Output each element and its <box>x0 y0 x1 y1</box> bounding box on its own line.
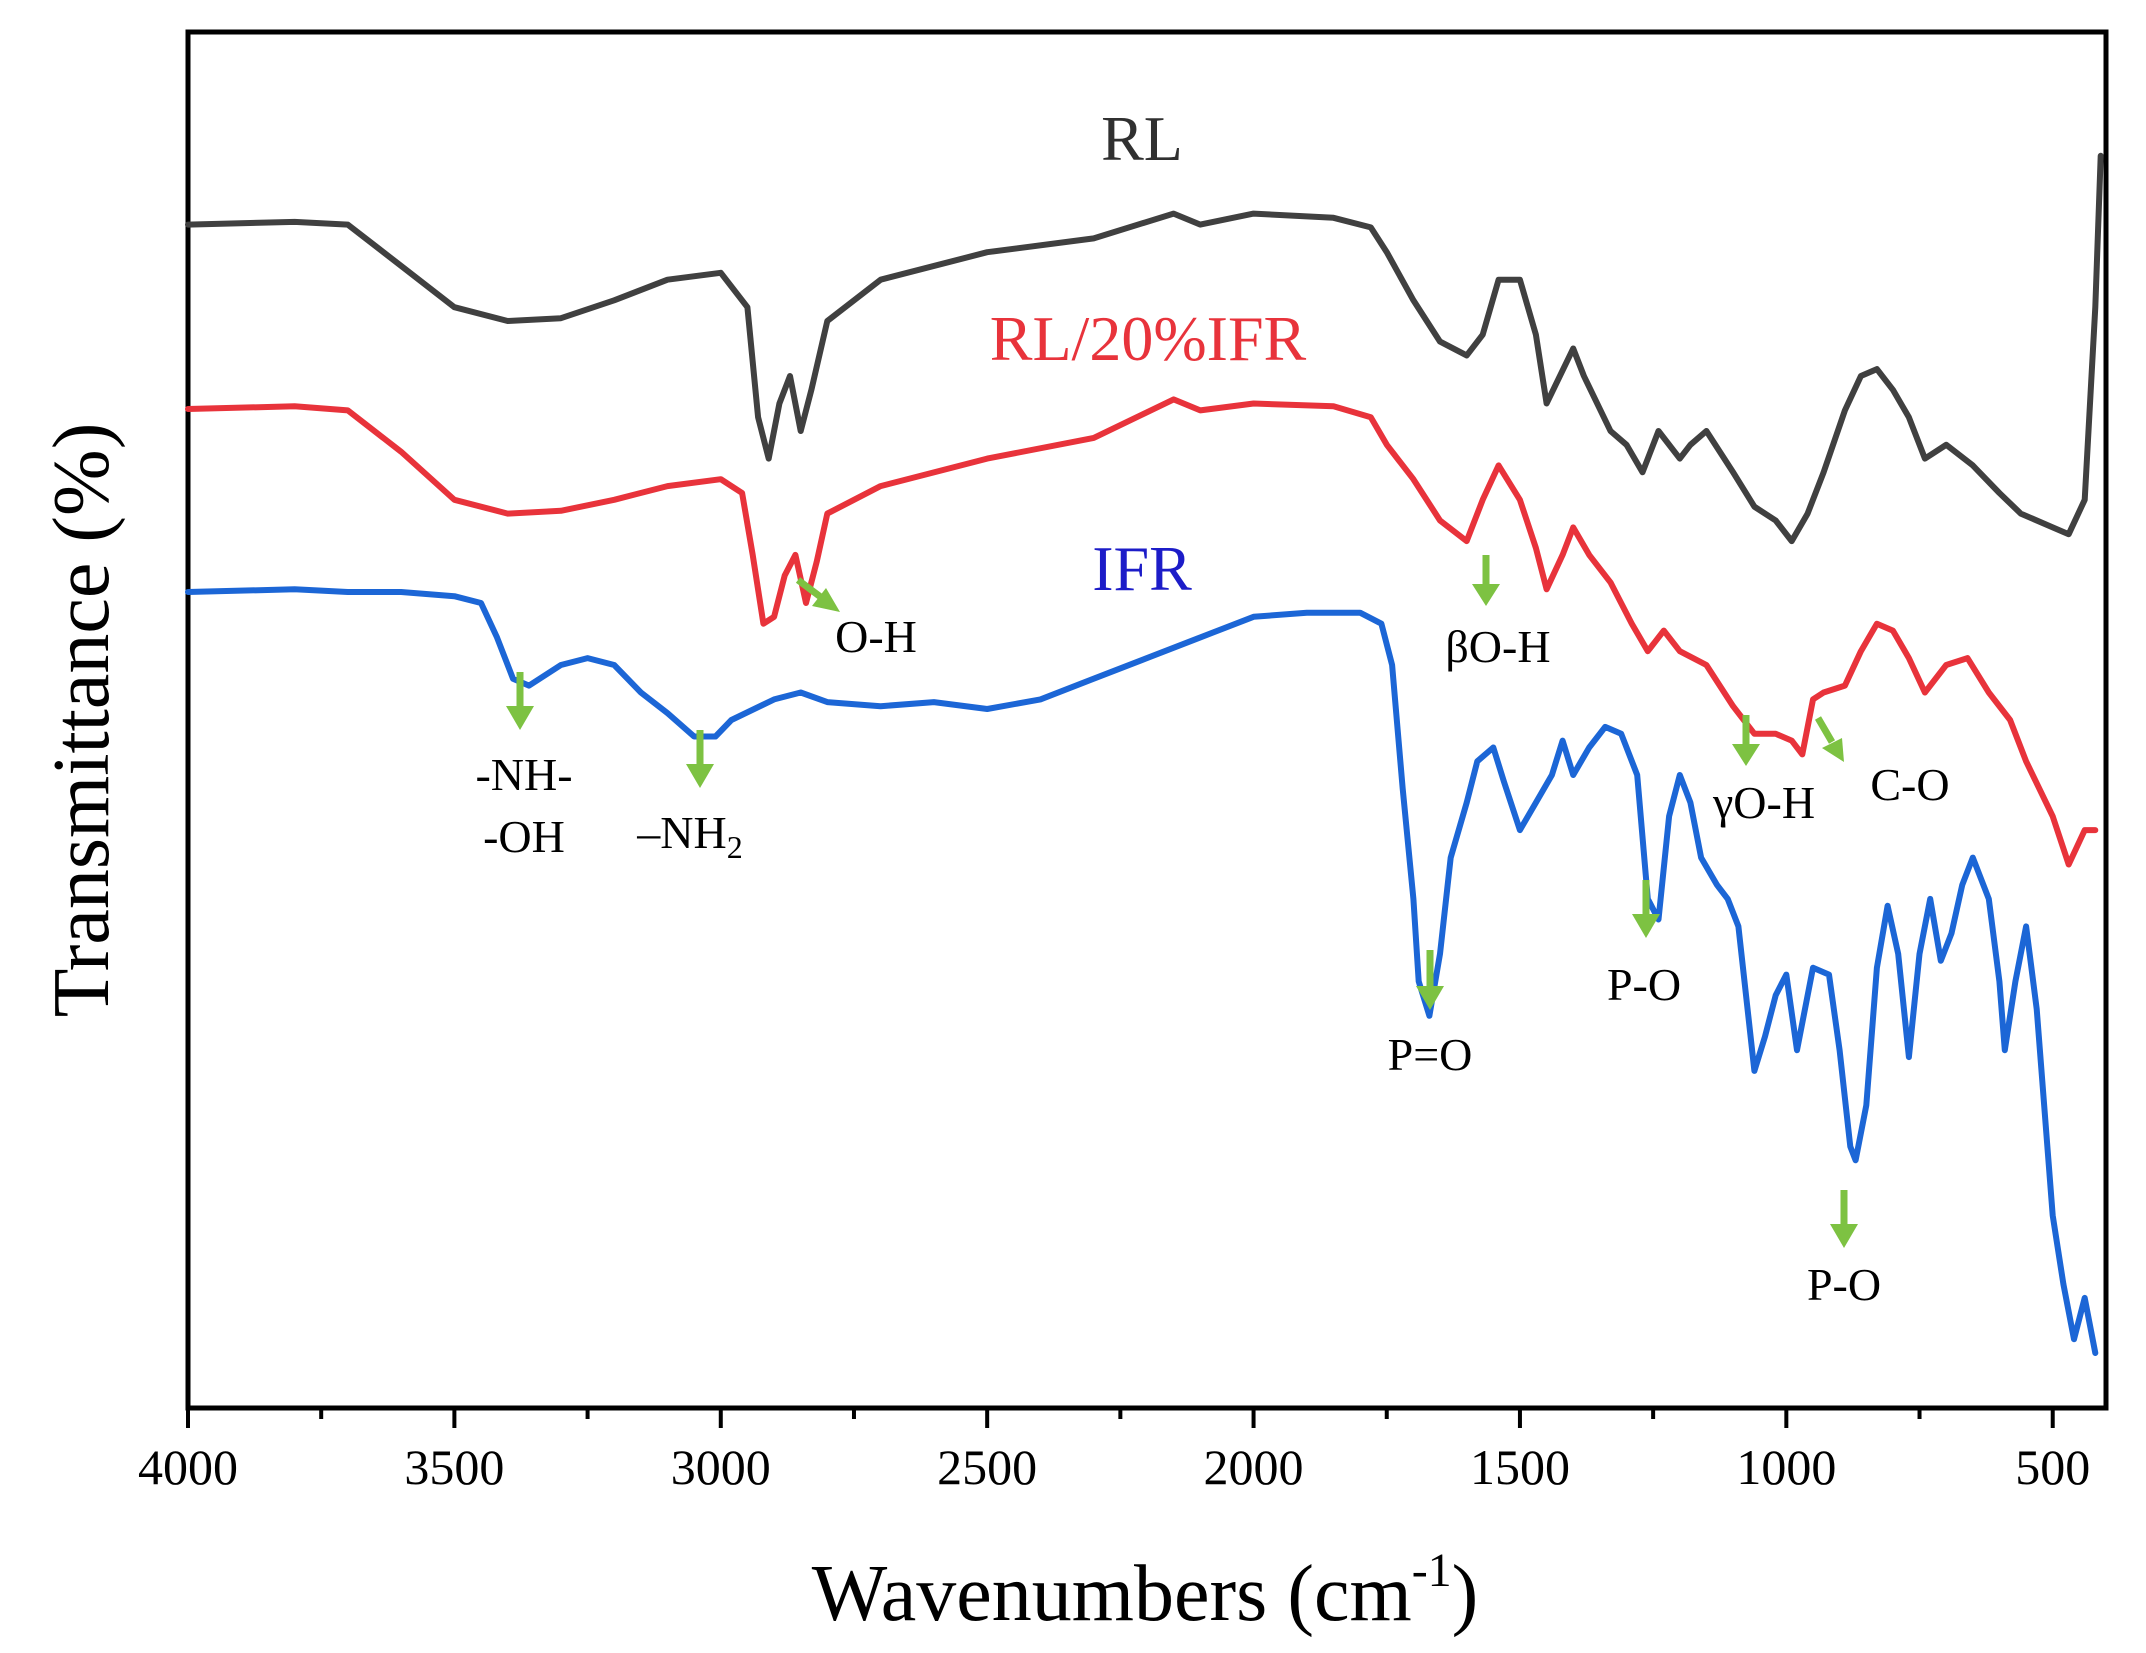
y-axis-title: Transmittance (%) <box>38 423 126 1018</box>
arrow-shaft <box>795 577 825 601</box>
arrow-head <box>1472 584 1500 606</box>
x-axis-ticks: 4000 3500 3000 2500 2000 1500 1000 500 <box>138 1408 2090 1495</box>
x-tick-label: 1000 <box>1736 1439 1836 1495</box>
arrow-head <box>1830 1224 1858 1248</box>
annotation-label-beta-oh: βO-H <box>1445 621 1550 672</box>
x-tick-label: 3000 <box>671 1439 771 1495</box>
annotation-nh-oh: -NH- -OH <box>475 672 573 862</box>
x-axis-title-main: Wavenumbers (cm <box>812 1550 1412 1638</box>
plot-frame <box>185 29 2109 1411</box>
x-tick-label: 2500 <box>937 1439 1037 1495</box>
annotation-p-o-1: P-O <box>1607 880 1681 1010</box>
arrow-head <box>812 588 840 612</box>
annotation-label-co: C-O <box>1870 759 1949 810</box>
arrow-head <box>1632 914 1660 938</box>
arrow-shaft <box>1814 716 1836 744</box>
series-label-rl20: RL/20%IFR <box>990 303 1307 374</box>
annotation-label-oh2: -OH <box>483 811 565 862</box>
series-layer <box>185 152 2104 1356</box>
arrow-head <box>686 764 714 788</box>
annotation-label-oh: O-H <box>835 611 917 662</box>
series-line-ifr <box>185 586 2099 1356</box>
arrow-head <box>1822 738 1844 762</box>
x-tick-label: 4000 <box>138 1439 238 1495</box>
annotation-label-nh2: –NH2 <box>636 807 742 865</box>
annotation-co: C-O <box>1814 716 1950 810</box>
arrow-head <box>506 706 534 730</box>
x-axis-title-close: ) <box>1452 1550 1479 1638</box>
annotation-p-double-o: P=O <box>1388 950 1473 1080</box>
x-tick-label: 2000 <box>1204 1439 1304 1495</box>
annotation-beta-oh: βO-H <box>1445 555 1551 672</box>
annotation-label-p-o-2: P-O <box>1807 1259 1881 1310</box>
x-tick-label: 3500 <box>404 1439 504 1495</box>
x-tick-label: 1500 <box>1470 1439 1570 1495</box>
annotation-gamma-oh: γO-H <box>1712 715 1815 828</box>
series-line-rl <box>185 152 2104 545</box>
series-label-rl: RL <box>1101 103 1183 174</box>
annotation-oh: O-H <box>795 577 917 662</box>
annotation-nh2: –NH2 <box>636 730 743 865</box>
x-tick-label: 500 <box>2015 1439 2090 1495</box>
annotation-label-nh: -NH- <box>475 749 572 800</box>
annotation-label-p-double-o: P=O <box>1388 1029 1473 1080</box>
annotation-p-o-2: P-O <box>1807 1190 1881 1310</box>
annotation-label-gamma-oh: γO-H <box>1712 777 1815 828</box>
series-label-ifr: IFR <box>1092 533 1192 604</box>
series-line-rl-20-ifr <box>185 396 2099 868</box>
x-axis-title: Wavenumbers (cm-1) <box>812 1544 1479 1638</box>
arrow-head <box>1416 986 1444 1010</box>
arrow-head <box>1732 744 1760 766</box>
x-axis-title-sup: -1 <box>1412 1544 1452 1597</box>
peak-annotations: O-H -NH- -OH –NH2 βO-H γO-H <box>475 555 1950 1310</box>
annotation-label-p-o-1: P-O <box>1607 959 1681 1010</box>
